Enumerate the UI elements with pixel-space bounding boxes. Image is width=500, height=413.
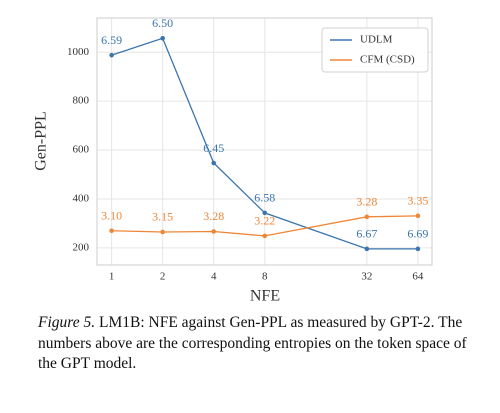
point	[211, 229, 217, 234]
plot-frame	[96, 17, 433, 266]
y-tick-label: 600	[73, 144, 90, 156]
series-line	[111, 37, 418, 250]
x-tick-label: 64	[412, 271, 424, 283]
point	[364, 214, 370, 220]
point	[109, 228, 114, 234]
point-annotation: 6.67	[356, 227, 377, 241]
point-annotation: 3.10	[101, 209, 122, 223]
point-annotation: 6.69	[407, 227, 428, 241]
point	[160, 229, 165, 235]
x-axis-label: NFE	[250, 288, 280, 305]
point	[262, 233, 268, 239]
legend-label: UDLM	[360, 34, 393, 46]
point	[364, 246, 370, 252]
x-tick-label: 1	[109, 271, 115, 283]
point-annotation: 3.35	[407, 194, 428, 208]
point-annotation: 3.28	[356, 195, 377, 209]
x-tick-label: 32	[361, 271, 372, 283]
point	[262, 210, 268, 216]
caption-label: Figure 5.	[38, 314, 96, 331]
point	[109, 52, 114, 58]
point	[160, 35, 165, 41]
point-annotation: 6.45	[203, 141, 224, 155]
point-annotation: 6.58	[254, 191, 275, 205]
point-annotation: 6.59	[101, 33, 122, 47]
y-tick-label: 1000	[67, 46, 90, 58]
point-annotation: 6.50	[152, 16, 173, 30]
point-annotation: 3.28	[203, 209, 224, 223]
y-tick-label: 200	[73, 241, 90, 253]
y-axis-label: Gen-PPL	[33, 111, 50, 171]
point	[211, 160, 217, 166]
x-tick-label: 8	[262, 271, 268, 283]
legend-box	[321, 27, 429, 73]
point-annotation: 3.15	[152, 210, 173, 224]
point	[415, 213, 421, 219]
y-tick-label: 800	[73, 95, 90, 107]
x-tick-label: 4	[211, 271, 217, 283]
caption: Figure 5. LM1B: NFE against Gen-PPL as m…	[38, 313, 484, 375]
series-line	[111, 215, 418, 237]
legend-label: CFM (CSD)	[360, 54, 415, 66]
y-tick-label: 400	[73, 193, 90, 205]
chart: NFE Gen-PPL 200 400 600 800 1000 1 2 4 8 32 64 6.59…	[33, 16, 433, 305]
point-annotation: 3.22	[254, 214, 275, 228]
caption-text: LM1B: NFE against Gen-PPL as measured by…	[38, 314, 467, 372]
point	[415, 246, 421, 252]
x-tick-label: 2	[160, 271, 166, 283]
